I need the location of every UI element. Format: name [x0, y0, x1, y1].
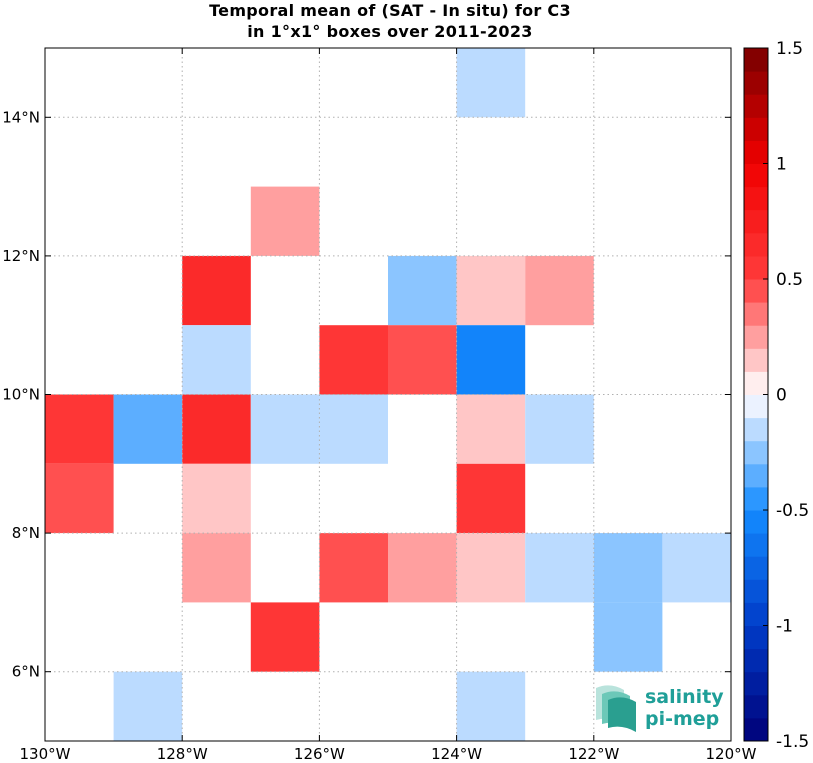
x-tick-label: 120°W: [706, 745, 757, 763]
colorbar: 1.5 1 0.5 0 -0.5 -1 -1.5: [743, 39, 809, 752]
y-tick-label: 12°N: [2, 247, 40, 265]
logo-mark-icon: [596, 685, 636, 732]
y-tick-label: 10°N: [2, 386, 40, 404]
colorbar-segment: [744, 533, 768, 557]
heatmap-cell: [182, 533, 251, 603]
heatmap-cell: [182, 463, 251, 534]
heatmap-cell: [250, 394, 320, 464]
heatmap-cell: [525, 255, 594, 326]
colorbar-segment: [744, 625, 768, 650]
heatmap-cell: [388, 533, 457, 603]
heatmap-cell: [525, 394, 594, 464]
heatmap-cell: [456, 463, 526, 534]
colorbar-segment: [744, 255, 768, 280]
colorbar-tick-label: 0.5: [776, 270, 803, 290]
heatmap-cell: [593, 533, 663, 603]
colorbar-segment: [744, 140, 768, 164]
colorbar-segment: [744, 394, 768, 419]
colorbar-segment: [744, 371, 768, 395]
colorbar-segment: [744, 717, 768, 742]
colorbar-tick-label: 1.5: [776, 39, 803, 59]
heatmap-cell: [319, 533, 388, 603]
colorbar-tick-label: -1.5: [776, 732, 809, 752]
heatmap-cell: [525, 533, 594, 603]
y-tick-label: 14°N: [2, 108, 40, 126]
heatmap-cell: [319, 394, 388, 464]
colorbar-segment: [744, 48, 768, 72]
colorbar-segment: [744, 186, 768, 211]
colorbar-segment: [744, 325, 768, 349]
colorbar-segment: [744, 71, 768, 95]
axis-ticks: 130°W 128°W 126°W 124°W 122°W 120°W 6°N 8°N 10°N…: [2, 48, 757, 763]
colorbar-segment: [744, 556, 768, 580]
heatmap-cells: [45, 48, 731, 741]
colorbar-segment: [744, 209, 768, 234]
heatmap-cell: [456, 48, 526, 118]
logo-line2: pi-mep: [645, 708, 719, 730]
colorbar-segment: [744, 163, 768, 188]
chart-subtitle: in 1°x1° boxes over 2011-2023: [247, 22, 533, 41]
x-tick-label: 122°W: [568, 745, 619, 763]
colorbar-tick-label: 1: [776, 155, 787, 175]
heatmap-cell: [456, 394, 526, 464]
y-tick-label: 8°N: [12, 524, 40, 542]
heatmap-cell: [593, 602, 663, 672]
heatmap-cell: [662, 533, 731, 603]
heatmap-cell: [456, 255, 526, 326]
heatmap-cell: [250, 602, 320, 672]
colorbar-segment: [744, 94, 768, 118]
heatmap-cell: [319, 325, 388, 395]
colorbar-segment: [744, 279, 768, 303]
heatmap-cell: [250, 186, 320, 256]
heatmap-cell: [388, 325, 457, 395]
x-tick-label: 130°W: [20, 745, 71, 763]
colorbar-tick-label: 0: [776, 386, 787, 406]
colorbar-segment: [744, 302, 768, 326]
heatmap-cell: [45, 463, 114, 534]
heatmap-cell: [182, 255, 251, 326]
heatmap-cell: [182, 394, 251, 464]
chart-title: Temporal mean of (SAT - In situ) for C3: [209, 1, 571, 20]
colorbar-segment: [744, 486, 768, 511]
colorbar-segment: [744, 232, 768, 257]
colorbar-tick-label: -1: [776, 617, 793, 637]
colorbar-segment: [744, 694, 768, 719]
x-tick-label: 126°W: [294, 745, 345, 763]
colorbar-segment: [744, 510, 768, 534]
colorbar-segment: [744, 671, 768, 696]
colorbar-segment: [744, 348, 768, 372]
x-tick-label: 124°W: [431, 745, 482, 763]
heatmap-cell: [45, 394, 114, 464]
heatmap-cell: [388, 255, 457, 326]
colorbar-segment: [744, 648, 768, 673]
colorbar-segment: [744, 602, 768, 626]
colorbar-segment: [744, 117, 768, 141]
colorbar-segment: [744, 417, 768, 442]
heatmap-cell: [456, 325, 526, 395]
y-tick-label: 6°N: [12, 663, 40, 681]
colorbar-segment: [744, 463, 768, 488]
heatmap-cell: [456, 671, 526, 741]
colorbar-segment: [744, 579, 768, 603]
heatmap-cell: [456, 533, 526, 603]
logo-line1: salinity: [645, 686, 724, 708]
colorbar-segment: [744, 440, 768, 465]
heatmap-cell: [113, 394, 183, 464]
x-tick-label: 128°W: [157, 745, 208, 763]
colorbar-tick-label: -0.5: [776, 501, 809, 521]
salinity-pi-mep-logo: salinity pi-mep: [596, 685, 724, 732]
heatmap-cell: [182, 325, 251, 395]
heatmap-cell: [113, 671, 183, 741]
